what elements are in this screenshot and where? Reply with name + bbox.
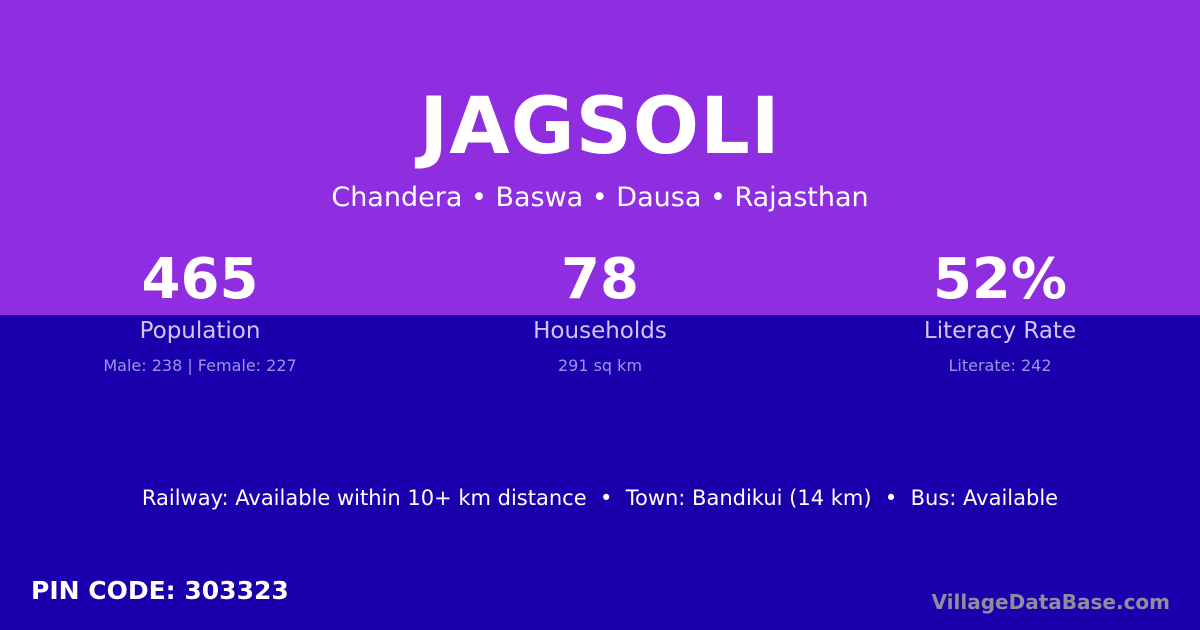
stat-population: 465 Population Male: 238 | Female: 227 [0, 247, 400, 376]
stat-detail: 291 sq km [557, 356, 643, 375]
brand-logo: VillageDataBase.com [931, 590, 1170, 614]
stat-value: 52% [932, 247, 1068, 312]
stat-label: Households [533, 318, 667, 344]
stat-value: 465 [141, 247, 259, 312]
transport-info: Railway: Available within 10+ km distanc… [141, 486, 1059, 510]
stat-literacy: 52% Literacy Rate Literate: 242 [800, 247, 1200, 376]
stat-households: 78 Households 291 sq km [400, 247, 800, 376]
pin-code: PIN CODE: 303323 [31, 576, 289, 605]
header-band [0, 0, 1200, 315]
stat-label: Literacy Rate [923, 318, 1077, 344]
stat-value: 78 [561, 247, 639, 312]
village-title: JAGSOLI [419, 82, 781, 172]
stat-detail: Male: 238 | Female: 227 [103, 356, 297, 375]
stat-label: Population [139, 318, 261, 344]
location-breadcrumb: Chandera • Baswa • Dausa • Rajasthan [331, 182, 869, 213]
stat-detail: Literate: 242 [948, 356, 1052, 375]
